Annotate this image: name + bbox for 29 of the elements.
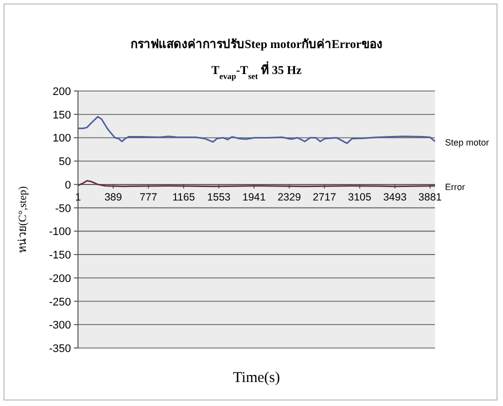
line-series (77, 116, 436, 144)
x-axis-title: Time(s) (233, 370, 280, 386)
y-tick-label: 50 (58, 156, 71, 168)
y-tick-label: -100 (48, 226, 71, 238)
x-tick-label: 1553 (207, 191, 231, 204)
y-tick-label: 0 (64, 179, 71, 192)
y-tick-label: -200 (48, 272, 71, 285)
y-tick-label: -150 (48, 250, 71, 262)
x-tick-label: 3105 (348, 191, 372, 204)
y-tick-label: -50 (55, 202, 71, 215)
y-tick-label: -350 (48, 343, 71, 355)
x-tick-label: 1941 (242, 191, 266, 204)
chart-title: กราฟแสดงค่าการปรับStep motorกับค่าErrorของ (130, 37, 382, 51)
x-tick-label: 3881 (418, 191, 442, 204)
y-tick-label: 200 (52, 86, 71, 98)
x-tick-label: 2717 (312, 191, 336, 204)
x-tick-label: 2329 (278, 191, 302, 204)
x-tick-label: 389 (104, 191, 122, 204)
x-tick-label: 777 (140, 191, 158, 204)
y-tick-label: 100 (52, 132, 71, 145)
y-tick-label: -300 (48, 320, 71, 332)
series-label: Step motor (445, 137, 490, 148)
y-tick-label: 150 (52, 109, 71, 122)
y-axis-title: หน่วย(C°,step) (17, 186, 29, 253)
x-tick-label: 3493 (383, 191, 407, 204)
chart-subtitle: T$_{evap}$-T$_{set}$ ที่ 35 Hz (211, 61, 302, 80)
series-label: Error (445, 182, 465, 192)
x-tick-label: 1165 (172, 191, 196, 204)
y-tick-label: -250 (48, 296, 71, 308)
